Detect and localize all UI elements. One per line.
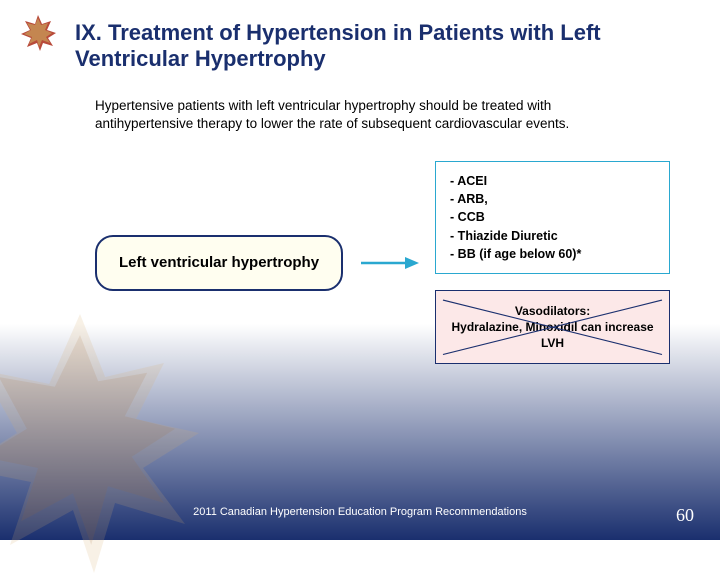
flow-diagram: Left ventricular hypertrophy - ACEI - AR… <box>95 161 670 364</box>
warning-box: Vasodilators: Hydralazine, Minoxidil can… <box>435 290 670 365</box>
slide-content: IX. Treatment of Hypertension in Patient… <box>0 0 720 364</box>
warn-line-1: Vasodilators: <box>446 303 659 319</box>
med-item: - CCB <box>450 208 655 226</box>
med-item: - Thiazide Diuretic <box>450 227 655 245</box>
med-item: - BB (if age below 60)* <box>450 245 655 263</box>
med-item: - ARB, <box>450 190 655 208</box>
maple-leaf-logo-icon <box>18 12 58 52</box>
lvh-box: Left ventricular hypertrophy <box>95 235 343 291</box>
warn-line-2: Hydralazine, Minoxidil can increase LVH <box>446 319 659 351</box>
arrow-right-icon <box>359 253 419 273</box>
page-number: 60 <box>676 505 694 526</box>
right-column: - ACEI - ARB, - CCB - Thiazide Diuretic … <box>435 161 670 364</box>
med-item: - ACEI <box>450 172 655 190</box>
slide-title: IX. Treatment of Hypertension in Patient… <box>75 20 670 73</box>
medications-box: - ACEI - ARB, - CCB - Thiazide Diuretic … <box>435 161 670 274</box>
footer-text: 2011 Canadian Hypertension Education Pro… <box>0 506 720 518</box>
body-paragraph: Hypertensive patients with left ventricu… <box>95 97 640 133</box>
